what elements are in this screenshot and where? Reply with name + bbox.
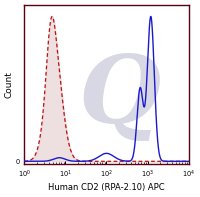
Y-axis label: Count: Count — [5, 71, 14, 98]
X-axis label: Human CD2 (RPA-2.10) APC: Human CD2 (RPA-2.10) APC — [48, 183, 165, 192]
Text: Q: Q — [78, 52, 161, 142]
